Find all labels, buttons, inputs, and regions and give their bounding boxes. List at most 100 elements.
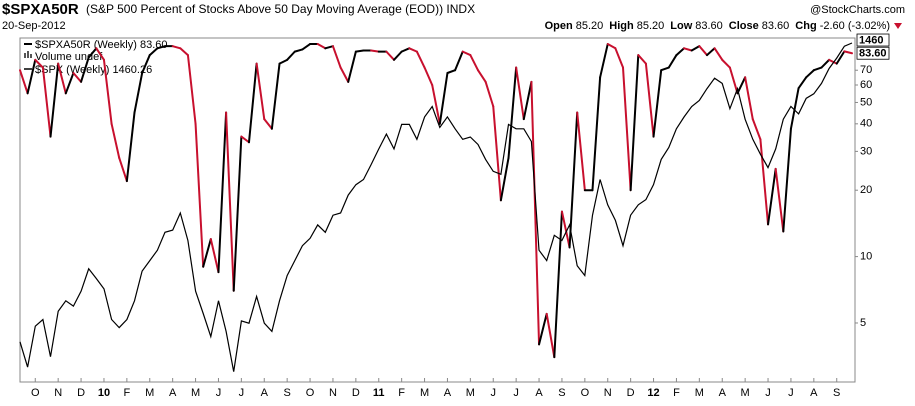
x-tick-label: O (31, 387, 40, 399)
series-segment (744, 76, 754, 121)
chart-title: $SPXA50R (2, 1, 79, 18)
quote-value: 85.20 (576, 20, 604, 32)
x-tick-label: J (513, 387, 519, 399)
series-segment (820, 58, 831, 69)
last-value-label: 1460 (859, 34, 883, 46)
quote-label: Low (670, 20, 692, 32)
series-segment (751, 118, 762, 141)
series-segment (683, 47, 693, 52)
x-tick-label: A (261, 387, 269, 399)
series-segment (705, 47, 716, 57)
quote-value: 83.60 (695, 20, 723, 32)
legend-entry: $SPXA50R (Weekly) 83.60 (35, 39, 167, 51)
last-value-label: 83.60 (859, 48, 887, 60)
series-segment (606, 43, 617, 50)
y-tick-label: 20 (860, 184, 872, 196)
series-segment (461, 50, 472, 57)
series-segment (34, 58, 44, 69)
series-segment (431, 83, 441, 125)
series-segment (499, 156, 510, 202)
series-segment (797, 76, 808, 90)
legend-name: $SPXA50R (Weekly) (35, 39, 137, 51)
plot-frame (19, 37, 856, 383)
series-segment (484, 80, 495, 108)
x-tick-label: O (306, 387, 315, 399)
down-arrow (894, 23, 902, 29)
series-segment (331, 45, 342, 69)
legend-entry: $SPX (Weekly) 1460.26 (35, 64, 152, 76)
x-tick-label: M (466, 387, 475, 399)
x-tick-label: A (169, 387, 177, 399)
series-segment (49, 62, 60, 138)
y-tick-label: 10 (860, 251, 872, 263)
series-segment (194, 122, 205, 268)
series-segment (667, 54, 678, 69)
series-segment (568, 111, 579, 249)
x-tick-label: F (123, 387, 130, 399)
series-segment (255, 62, 266, 121)
series-line (19, 42, 853, 372)
series-segment (774, 167, 785, 233)
series-segment (278, 58, 289, 65)
watermark: @StockCharts.com (810, 4, 905, 16)
quote-label: Close (729, 20, 759, 32)
series-segment (225, 111, 235, 292)
series-segment (95, 47, 105, 61)
series-segment (385, 50, 396, 61)
quote-label: Chg (795, 20, 816, 32)
series-segment (812, 66, 823, 72)
series-segment (835, 50, 846, 65)
x-tick-label: M (741, 387, 750, 399)
x-tick-label: A (719, 387, 727, 399)
series-segment (19, 69, 29, 95)
x-tick-label: J (765, 387, 771, 399)
series-segment (141, 54, 151, 75)
series-segment (370, 49, 380, 53)
series-segment (591, 76, 602, 192)
series-segment (614, 47, 625, 69)
series-segment (828, 58, 838, 65)
series-segment (41, 66, 52, 138)
series-segment (690, 45, 701, 52)
series-segment (515, 66, 525, 121)
series-segment (469, 54, 479, 72)
series-segment (324, 45, 334, 50)
x-tick-label: O (581, 387, 590, 399)
series-segment (576, 111, 586, 192)
x-tick-label: M (420, 387, 429, 399)
series-segment (728, 66, 739, 95)
chart-subtitle: (S&P 500 Percent of Stocks Above 50 Day … (86, 2, 475, 16)
series-segment (622, 66, 632, 192)
legend: $SPXA50R (Weekly) 83.60 Volume undef $SP… (24, 39, 167, 76)
x-tick-label: D (627, 387, 635, 399)
series-segment (102, 58, 113, 125)
series-segment (240, 135, 250, 144)
y-tick-label: 40 (860, 118, 872, 130)
series-segment (553, 210, 563, 359)
legend-swatch (30, 54, 32, 58)
series-segment (721, 58, 731, 69)
x-tick-label: 11 (373, 387, 385, 399)
y-tick-label: 60 (860, 79, 872, 91)
x-tick-label: 10 (98, 387, 110, 399)
x-tick-label: M (695, 387, 704, 399)
series-segment (423, 66, 434, 86)
legend-swatch (27, 51, 29, 58)
series-segment (347, 50, 357, 83)
series-segment (805, 69, 815, 79)
series-segment (713, 47, 724, 61)
series-segment (293, 48, 304, 53)
series-segment (637, 54, 647, 65)
series-segment (789, 87, 800, 130)
series-segment (438, 72, 449, 125)
series-segment (179, 47, 189, 57)
series-segment (538, 312, 548, 346)
last-value-box (856, 33, 890, 47)
series-segment (393, 50, 403, 61)
series-segment (316, 43, 327, 50)
series-segment (247, 62, 258, 144)
y-tick-label: 50 (860, 96, 872, 108)
series-segment (209, 238, 220, 274)
x-tick-label: A (810, 387, 818, 399)
